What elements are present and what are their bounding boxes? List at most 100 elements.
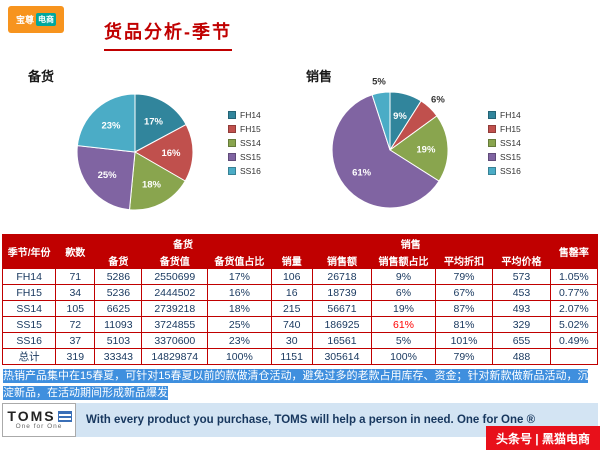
table-cell: SS15 bbox=[1, 316, 57, 333]
stock-chart-title: 备货 bbox=[28, 69, 55, 84]
table-cell: 5.02% bbox=[549, 316, 599, 333]
table-cell: 100% bbox=[207, 348, 272, 365]
legend-label: SS14 bbox=[500, 138, 521, 148]
legend-label: SS15 bbox=[500, 152, 521, 162]
table-cell: 37 bbox=[55, 332, 96, 349]
sales-chart-title: 销售 bbox=[306, 69, 333, 84]
legend-swatch bbox=[228, 167, 236, 175]
pie-value-label: 17% bbox=[144, 117, 164, 128]
table-sub-header: 销售额占比 bbox=[371, 251, 436, 269]
brand-logo-sub: 电商 bbox=[36, 13, 56, 26]
legend-item-FH15: FH15 bbox=[488, 124, 521, 134]
table-cell: 740 bbox=[270, 316, 313, 333]
legend-label: SS16 bbox=[240, 166, 261, 176]
table-cell: 34 bbox=[55, 284, 96, 301]
table-cell: 100% bbox=[371, 348, 436, 365]
legend-item-SS15: SS15 bbox=[228, 152, 261, 162]
table-cell: FH15 bbox=[1, 284, 57, 301]
table-cell: 655 bbox=[492, 332, 551, 349]
table-cell: 18% bbox=[207, 300, 272, 317]
legend-item-SS14: SS14 bbox=[488, 138, 521, 148]
sales-pie-svg: 9% 6% 19% 61% 5% bbox=[331, 76, 449, 209]
table-cell: 215 bbox=[270, 300, 313, 317]
table-cell: 26718 bbox=[311, 268, 373, 285]
table-cell: 33343 bbox=[94, 348, 143, 365]
table-sub-header: 备货值 bbox=[141, 251, 209, 269]
pie-slice-SS14 bbox=[128, 151, 186, 211]
table-cell bbox=[549, 348, 599, 365]
table-sub-header: 平均折扣 bbox=[434, 251, 494, 269]
data-table-wrap: 季节/年份 款数 备货 销售 售罄率 备货 备货值 备货值占比 销量 销售额 销售额占比 平均折扣 平均… bbox=[1, 234, 599, 365]
table-cell: 105 bbox=[55, 300, 96, 317]
legend-label: FH14 bbox=[500, 110, 521, 120]
toms-logo-text: TOMS bbox=[7, 409, 71, 423]
legend-swatch bbox=[488, 125, 496, 133]
pie-value-label: 16% bbox=[161, 148, 181, 159]
pie-slice-SS14 bbox=[389, 115, 449, 182]
legend-item-SS14: SS14 bbox=[228, 138, 261, 148]
legend-item-FH14: FH14 bbox=[488, 110, 521, 120]
legend-swatch bbox=[228, 139, 236, 147]
stock-pie-chart: 备货 17% 16% 18% 25% 23% FH14 FH15 SS14 SS15 SS16 bbox=[0, 62, 300, 232]
table-cell: 79% bbox=[434, 348, 494, 365]
legend-label: FH14 bbox=[240, 110, 261, 120]
table-cell: 6% bbox=[371, 284, 436, 301]
pie-value-label: 23% bbox=[101, 121, 121, 132]
table-cell: 488 bbox=[492, 348, 551, 365]
table-cell: 总计 bbox=[1, 348, 57, 365]
pie-value-label: 5% bbox=[372, 76, 386, 87]
pie-value-label: 6% bbox=[431, 95, 445, 106]
table-cell: 18739 bbox=[311, 284, 373, 301]
pie-value-label: 25% bbox=[98, 170, 118, 181]
table-cell: 5% bbox=[371, 332, 436, 349]
table-cell: 3370600 bbox=[141, 332, 209, 349]
legend-swatch bbox=[228, 125, 236, 133]
table-cell: 79% bbox=[434, 268, 494, 285]
table-cell: 3724855 bbox=[141, 316, 209, 333]
table-cell: 6625 bbox=[94, 300, 143, 317]
legend-item-SS16: SS16 bbox=[228, 166, 261, 176]
legend-item-SS16: SS16 bbox=[488, 166, 521, 176]
table-row-FH15: FH15 34 5236 2444502 16% 16 18739 6% 67% 453 0.77% bbox=[1, 284, 599, 301]
table-cell: 17% bbox=[207, 268, 272, 285]
table-cell: FH14 bbox=[1, 268, 57, 285]
table-cell: 16 bbox=[270, 284, 313, 301]
table-group-header: 销售 bbox=[270, 234, 551, 252]
table-cell: 493 bbox=[492, 300, 551, 317]
table-cell: 25% bbox=[207, 316, 272, 333]
pie-value-label: 19% bbox=[416, 144, 436, 155]
table-cell: 11093 bbox=[94, 316, 143, 333]
legend-label: SS16 bbox=[500, 166, 521, 176]
table-cell: 453 bbox=[492, 284, 551, 301]
table-cell: 23% bbox=[207, 332, 272, 349]
legend-swatch bbox=[488, 167, 496, 175]
legend-swatch bbox=[228, 153, 236, 161]
pie-slice-FH14 bbox=[134, 93, 187, 153]
table-cell: 5286 bbox=[94, 268, 143, 285]
table-cell: 0.77% bbox=[549, 284, 599, 301]
table-cell: 2550699 bbox=[141, 268, 209, 285]
table-cell: 56671 bbox=[311, 300, 373, 317]
table-cell: 329 bbox=[492, 316, 551, 333]
pie-slice-SS15 bbox=[331, 94, 440, 209]
legend-label: FH15 bbox=[240, 124, 261, 134]
table-cell: 72 bbox=[55, 316, 96, 333]
table-cell: 81% bbox=[434, 316, 494, 333]
table-group-header: 售罄率 bbox=[549, 234, 599, 269]
legend-label: SS14 bbox=[240, 138, 261, 148]
table-cell: 87% bbox=[434, 300, 494, 317]
table-cell: 5236 bbox=[94, 284, 143, 301]
legend-swatch bbox=[228, 111, 236, 119]
table-cell: 16% bbox=[207, 284, 272, 301]
sales-pie-chart: 销售 9% 6% 19% 61% 5% FH14 FH15 SS14 SS15 SS16 bbox=[300, 62, 600, 232]
table-row-FH14: FH14 71 5286 2550699 17% 106 26718 9% 79% 573 1.05… bbox=[1, 268, 599, 285]
table-row-SS15: SS15 72 11093 3724855 25% 740 186925 61% 81% 329 5… bbox=[1, 316, 599, 333]
table-cell: 61% bbox=[371, 316, 436, 333]
legend-item-FH14: FH14 bbox=[228, 110, 261, 120]
toms-logo: TOMS One for One bbox=[2, 403, 76, 437]
table-cell: 30 bbox=[270, 332, 313, 349]
table-cell: 1151 bbox=[270, 348, 313, 365]
table-cell: SS14 bbox=[1, 300, 57, 317]
pie-slice-FH15 bbox=[133, 123, 194, 182]
